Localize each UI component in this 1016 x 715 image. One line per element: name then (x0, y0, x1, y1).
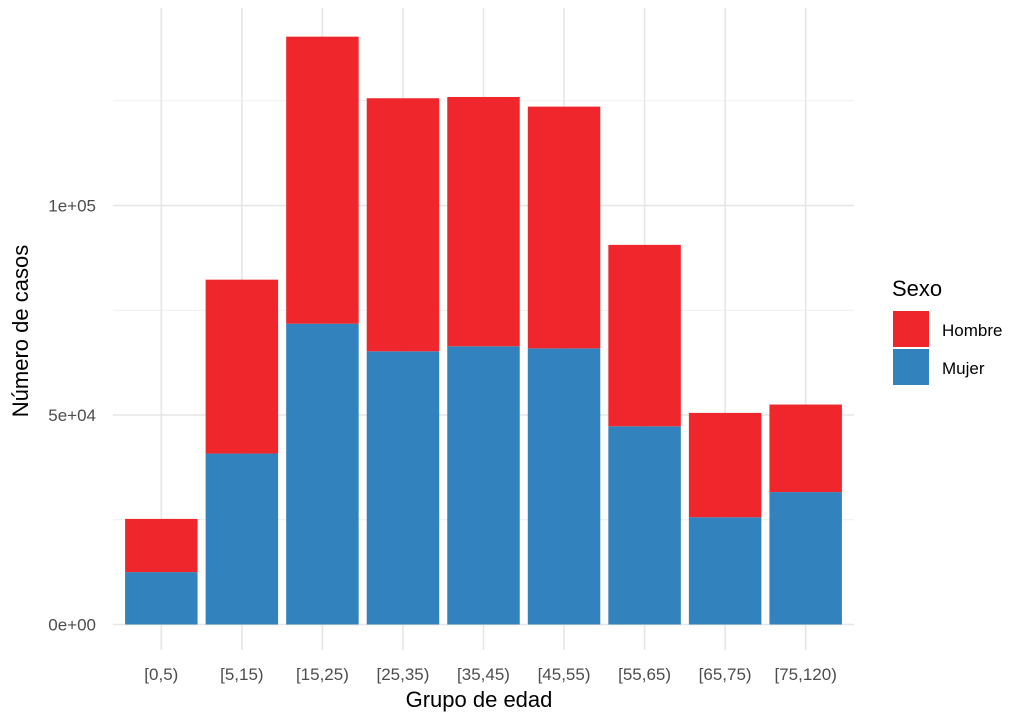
bar-hombre-0 (125, 518, 198, 573)
bar-mujer-2 (286, 323, 359, 625)
x-tick-label: [0,5) (144, 665, 178, 684)
bar-mujer-4 (447, 346, 520, 625)
legend-key-mujer (893, 349, 929, 385)
bar-hombre-5 (527, 106, 601, 349)
x-tick-label: [65,75) (699, 665, 752, 684)
y-axis-title: Número de casos (8, 245, 33, 417)
legend-label-hombre: Hombre (942, 321, 1002, 340)
bar-mujer-1 (205, 453, 279, 625)
bar-hombre-7 (688, 412, 762, 518)
y-tick-label: 1e+05 (48, 197, 96, 216)
bar-mujer-6 (608, 426, 681, 625)
bar-mujer-3 (366, 351, 440, 625)
bar-mujer-7 (688, 517, 762, 625)
bar-hombre-2 (286, 36, 359, 324)
x-tick-label: [45,55) (538, 665, 591, 684)
legend-key-hombre (893, 311, 929, 347)
bar-hombre-3 (366, 98, 440, 352)
bars (125, 36, 842, 625)
legend-label-mujer: Mujer (942, 359, 985, 378)
bar-mujer-8 (769, 492, 842, 625)
x-tick-label: [55,65) (618, 665, 671, 684)
y-axis-ticks: 0e+00 5e+04 1e+05 (48, 197, 96, 635)
bar-hombre-8 (769, 404, 842, 493)
bar-hombre-1 (205, 279, 279, 454)
x-tick-label: [15,25) (296, 665, 349, 684)
x-tick-label: [75,120) (774, 665, 836, 684)
bar-hombre-4 (447, 96, 520, 347)
legend: Sexo Hombre Mujer (892, 276, 1002, 385)
y-tick-label: 0e+00 (48, 616, 96, 635)
bar-mujer-0 (125, 572, 198, 625)
x-axis-ticks: [0,5) [5,15) [15,25) [25,35) [35,45) [45,55) [… (144, 665, 837, 684)
x-axis-title: Grupo de edad (406, 687, 553, 712)
y-tick-label: 5e+04 (48, 406, 96, 425)
x-tick-label: [35,45) (457, 665, 510, 684)
bar-hombre-6 (608, 244, 681, 427)
legend-title: Sexo (892, 276, 942, 301)
bar-mujer-5 (527, 348, 601, 625)
x-tick-label: [5,15) (220, 665, 263, 684)
x-tick-label: [25,35) (376, 665, 429, 684)
